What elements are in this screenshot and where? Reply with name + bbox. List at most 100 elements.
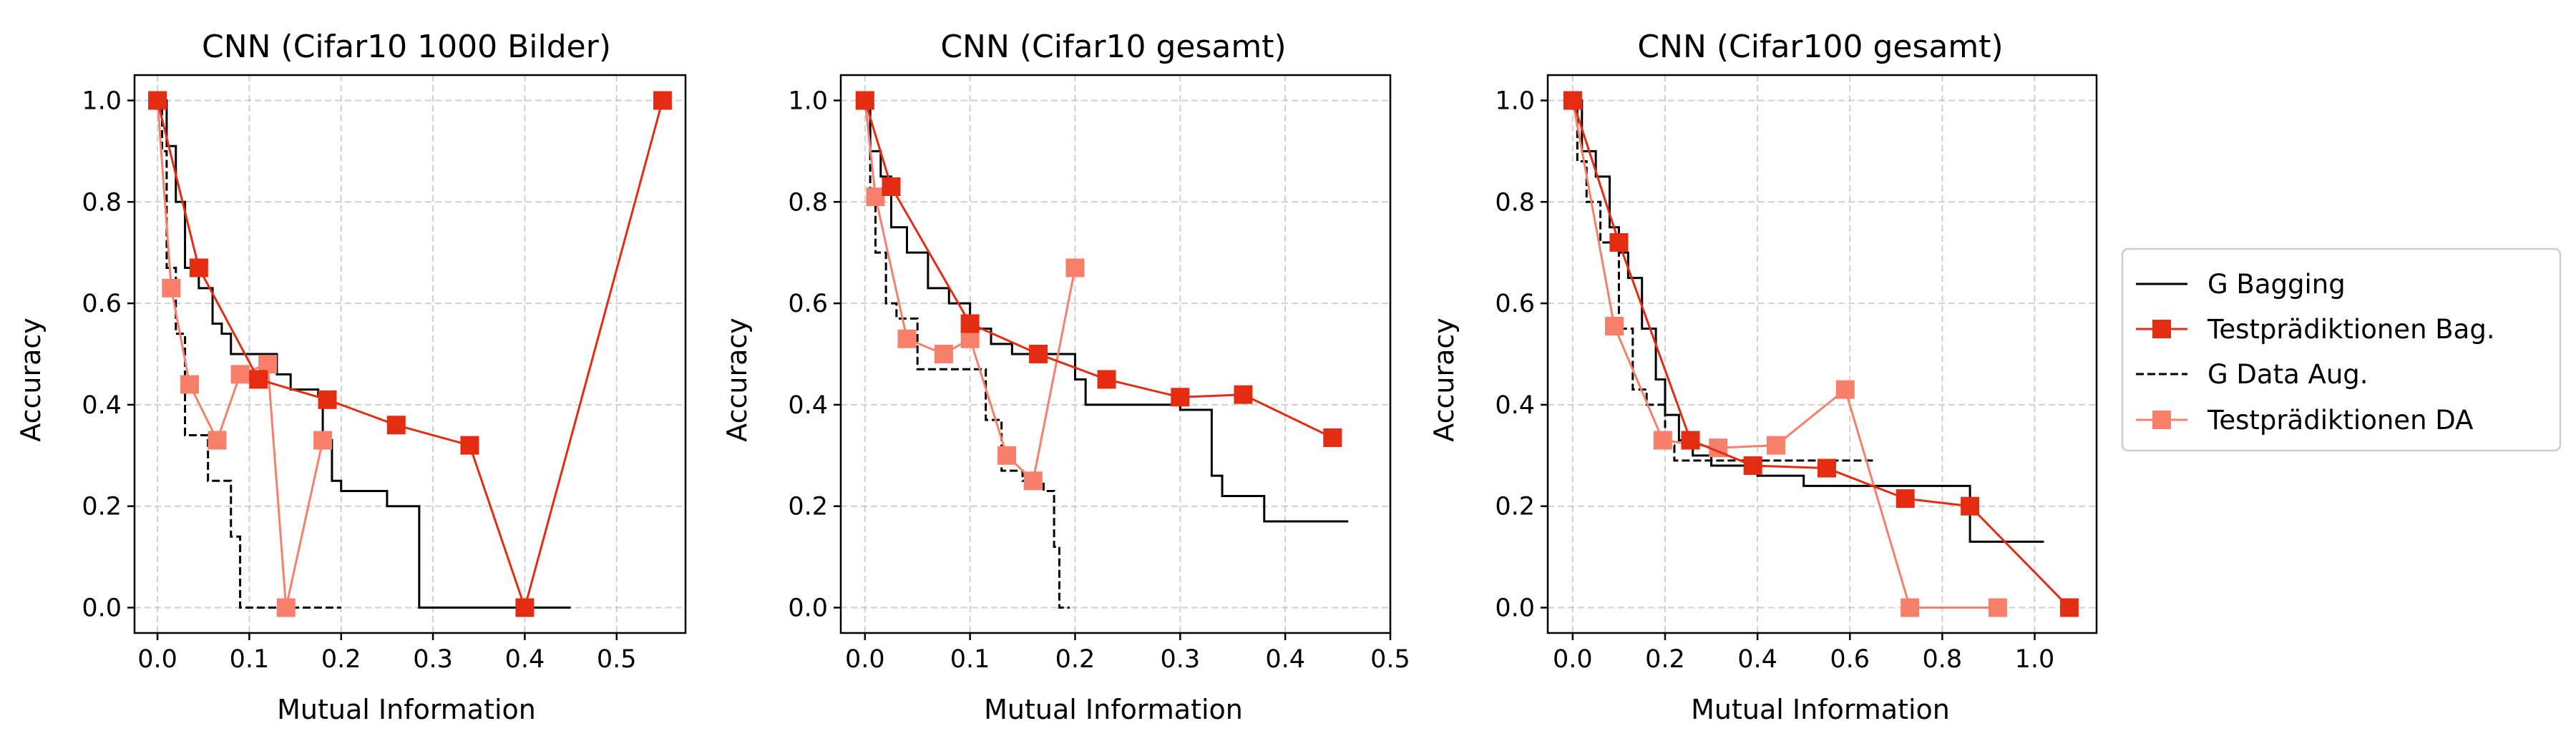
subplot-2-point-testpradiktionen-da-7 — [1065, 258, 1085, 278]
subplot-1: CNN (Cifar10 1000 Bilder) Mutual Informa… — [15, 29, 687, 725]
subplot-1-series-line-g-bagging — [157, 99, 571, 609]
subplot-1-point-testpradiktionen-bag-3 — [318, 390, 337, 409]
subplot-3-xtick-label-4: 0.8 — [1923, 645, 1963, 674]
subplot-3-title: CNN (Cifar100 gesamt) — [1637, 29, 2003, 65]
subplot-3-series-line-g-bagging — [1572, 99, 2044, 543]
subplot-1-point-testpradiktionen-bag-6 — [515, 598, 535, 617]
subplot-2-point-testpradiktionen-bag-7 — [1323, 428, 1342, 447]
subplot-1-xtick-label-0: 0.0 — [137, 645, 177, 674]
subplot-2-xlabel: Mutual Information — [984, 694, 1243, 725]
subplot-3-grid — [1548, 75, 2097, 633]
subplot-3-point-testpradiktionen-bag-5 — [1896, 489, 1915, 509]
subplot-1-point-testpradiktionen-bag-2 — [249, 370, 268, 389]
subplot-1-grid — [135, 75, 686, 633]
subplot-3-xtick-label-3: 0.6 — [1830, 645, 1870, 674]
subplot-1-xlabel: Mutual Information — [277, 694, 536, 725]
subplot-1-series-line-g-data-aug — [157, 99, 341, 609]
subplot-2-series-line-testpradiktionen-bag — [864, 100, 1333, 439]
legend-item-testpraediktionen-bag: Testprädiktionen Bag. — [2136, 314, 2495, 345]
subplot-1-point-testpradiktionen-bag-7 — [653, 91, 672, 110]
subplot-3-point-testpradiktionen-bag-3 — [1743, 456, 1762, 475]
subplot-3-xtick-label-5: 1.0 — [2015, 645, 2055, 674]
subplot-3-point-testpradiktionen-bag-4 — [1817, 458, 1836, 478]
subplot-3-point-testpradiktionen-da-5 — [1835, 380, 1855, 399]
subplot-2-point-testpradiktionen-bag-6 — [1234, 385, 1253, 404]
subplot-1-ytick-label-4: 0.8 — [82, 188, 122, 217]
subplot-2-series-testpradiktionen-bag — [855, 91, 1342, 447]
subplot-3-point-testpradiktionen-bag-7 — [2059, 598, 2079, 617]
subplot-2: CNN (Cifar10 gesamt) Mutual Information … — [721, 29, 1410, 725]
subplot-2-point-testpradiktionen-da-1 — [866, 187, 885, 207]
subplot-1-ytick-label-5: 1.0 — [82, 87, 122, 115]
subplot-3-xtick-label-2: 0.4 — [1737, 645, 1777, 674]
subplot-1-point-testpradiktionen-da-3 — [208, 431, 227, 450]
subplot-3-series-g-data-aug — [1572, 99, 1873, 462]
subplot-2-ylabel: Accuracy — [721, 318, 753, 442]
subplot-2-xtick-label-5: 0.5 — [1370, 645, 1410, 674]
subplot-1-series-g-bagging — [157, 99, 571, 609]
legend-marker-testpraediktionen-bag — [2152, 320, 2171, 338]
subplot-3-point-testpradiktionen-bag-0 — [1563, 91, 1582, 110]
subplot-3-point-testpradiktionen-da-2 — [1653, 431, 1672, 450]
legend-item-testpraediktionen-da: Testprädiktionen DA — [2136, 405, 2473, 436]
subplot-1-point-testpradiktionen-da-7 — [313, 431, 333, 450]
subplot-2-xtick-label-1: 0.1 — [950, 645, 990, 674]
legend-label-g-bagging: G Bagging — [2207, 269, 2346, 300]
subplot-1-ytick-label-3: 0.6 — [82, 290, 122, 318]
subplot-3-ylabel: Accuracy — [1428, 318, 1460, 442]
subplot-3-ytick-label-5: 1.0 — [1495, 87, 1535, 115]
subplot-2-point-testpradiktionen-da-3 — [934, 345, 953, 363]
subplot-3-series-line-g-data-aug — [1572, 99, 1873, 462]
subplot-2-ytick-label-1: 0.2 — [788, 493, 828, 521]
subplot-2-ticks: 0.0 0.1 0.2 0.3 0.4 0.5 0.0 0.2 0.4 0.6 0.8 1.0 — [788, 87, 1410, 674]
subplot-3-xtick-label-0: 0.0 — [1553, 645, 1593, 674]
subplot-1-point-testpradiktionen-bag-4 — [386, 416, 406, 435]
subplot-1-ytick-label-0: 0.0 — [82, 594, 122, 623]
subplot-1-point-testpradiktionen-da-4 — [230, 365, 250, 384]
subplot-2-title: CNN (Cifar10 gesamt) — [940, 29, 1286, 65]
subplot-2-ytick-label-4: 0.8 — [788, 188, 828, 217]
subplot-1-ytick-label-1: 0.2 — [82, 493, 122, 521]
legend-label-testpraediktionen-bag: Testprädiktionen Bag. — [2207, 314, 2495, 345]
subplot-1-xtick-label-1: 0.1 — [230, 645, 270, 674]
subplot-3-point-testpradiktionen-da-1 — [1604, 317, 1624, 335]
subplot-1-ytick-label-2: 0.4 — [82, 391, 122, 420]
subplot-2-series-g-data-aug — [864, 99, 1070, 609]
subplot-3-point-testpradiktionen-da-4 — [1766, 436, 1785, 455]
subplot-3-ytick-label-0: 0.0 — [1495, 594, 1535, 623]
subplot-2-ytick-label-3: 0.6 — [788, 290, 828, 318]
subplot-3-point-testpradiktionen-da-7 — [1988, 598, 2007, 617]
subplot-2-ytick-label-5: 1.0 — [788, 87, 828, 115]
subplot-2-point-testpradiktionen-da-6 — [1023, 471, 1043, 491]
subplot-3-ytick-label-4: 0.8 — [1495, 188, 1535, 217]
subplot-1-series-g-data-aug — [157, 99, 341, 609]
legend-item-g-data-aug: G Data Aug. — [2136, 359, 2368, 390]
subplot-1-point-testpradiktionen-bag-1 — [189, 258, 208, 278]
subplot-2-point-testpradiktionen-bag-0 — [855, 91, 874, 110]
subplot-2-xtick-label-2: 0.2 — [1055, 645, 1096, 674]
subplot-1-xtick-label-5: 0.5 — [597, 645, 637, 674]
subplot-1-point-testpradiktionen-bag-5 — [460, 436, 479, 455]
legend-frame — [2121, 247, 2562, 452]
subplot-2-xtick-label-4: 0.4 — [1265, 645, 1305, 674]
subplot-3-xlabel: Mutual Information — [1691, 694, 1950, 725]
subplot-3-ytick-label-3: 0.6 — [1495, 290, 1535, 318]
subplot-3-series-line-testpradiktionen-da — [1571, 100, 1998, 609]
subplot-2-point-testpradiktionen-da-2 — [897, 329, 917, 348]
subplot-3-series-line-testpradiktionen-bag — [1571, 99, 2070, 609]
subplot-1-series-line-testpradiktionen-da — [156, 100, 324, 608]
subplot-2-axes-frame — [839, 74, 1392, 634]
subplot-2-point-testpradiktionen-da-5 — [997, 446, 1017, 465]
subplot-1-title: CNN (Cifar10 1000 Bilder) — [202, 29, 611, 65]
subplot-2-point-testpradiktionen-bag-1 — [882, 177, 901, 196]
subplot-1-axes-frame — [133, 74, 687, 634]
subplot-2-point-testpradiktionen-bag-5 — [1171, 388, 1190, 407]
subplot-2-point-testpradiktionen-bag-3 — [1029, 345, 1048, 363]
subplot-2-point-testpradiktionen-bag-4 — [1097, 370, 1116, 389]
subplot-3-xtick-label-1: 0.2 — [1645, 645, 1685, 674]
legend-marker-testpraediktionen-da — [2152, 411, 2171, 429]
subplot-1-ticks: 0.0 0.1 0.2 0.3 0.4 0.5 0.0 0.2 0.4 0.6 0.8 1.0 — [82, 87, 636, 674]
subplot-2-xtick-label-0: 0.0 — [845, 645, 885, 674]
subplot-2-ytick-label-0: 0.0 — [788, 594, 828, 623]
